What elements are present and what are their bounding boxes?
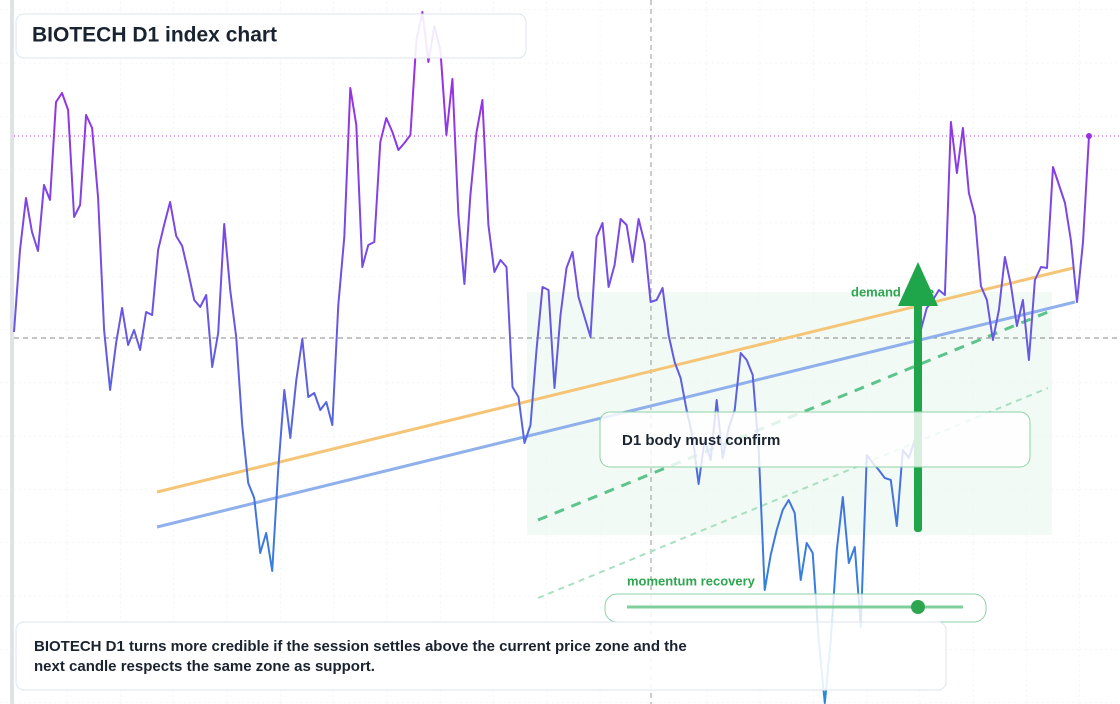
title-box (15, 13, 527, 59)
annotation-box (599, 411, 1031, 468)
annotation: D1 body must confirm (622, 432, 780, 449)
caption-box (15, 621, 947, 691)
last-point (1086, 133, 1092, 139)
chart-title: BIOTECH D1 index chart (32, 24, 277, 47)
slider-knob (911, 600, 925, 614)
arrow-head (898, 262, 938, 306)
annotation: momentum recovery (627, 573, 756, 588)
caption: BIOTECH D1 turns more credible if the se… (34, 638, 687, 675)
trend-line (537, 387, 1049, 599)
